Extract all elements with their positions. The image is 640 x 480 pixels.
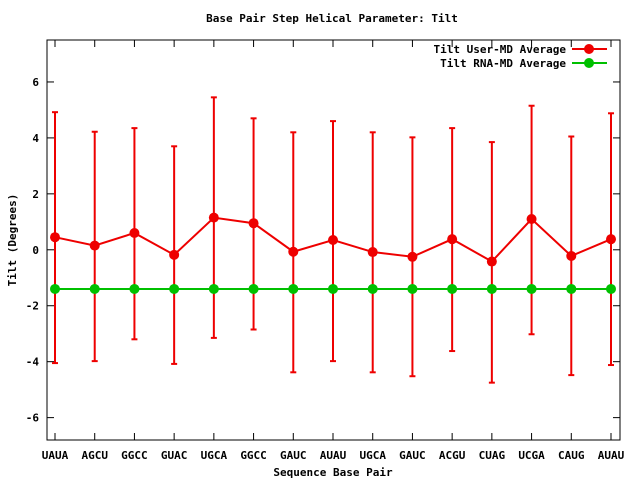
- data-point: [566, 250, 577, 261]
- data-point: [169, 249, 180, 260]
- series-1: [50, 96, 616, 384]
- x-tick-label: CUAG: [479, 449, 506, 462]
- y-tick-label: 6: [32, 76, 39, 89]
- chart-title: Base Pair Step Helical Parameter: Tilt: [206, 12, 458, 25]
- data-point: [328, 235, 338, 245]
- y-tick-label: 4: [32, 132, 39, 145]
- data-point: [248, 218, 259, 229]
- x-axis-label: Sequence Base Pair: [273, 466, 393, 479]
- data-point: [486, 256, 497, 267]
- data-point: [288, 246, 299, 257]
- data-point: [606, 234, 616, 245]
- legend-label: Tilt User-MD Average: [434, 43, 567, 56]
- series-2: [50, 283, 616, 294]
- data-point: [169, 283, 180, 294]
- x-tick-label: GGCC: [121, 449, 148, 462]
- x-tick-label: UGCA: [201, 449, 228, 462]
- data-point: [288, 283, 299, 294]
- x-tick-label: GAUC: [399, 449, 426, 462]
- data-point: [606, 283, 616, 294]
- data-point: [248, 283, 259, 294]
- data-point: [208, 212, 219, 223]
- data-point: [367, 247, 378, 258]
- x-tick-label: ACGU: [439, 449, 466, 462]
- y-axis-label: Tilt (Degrees): [6, 194, 19, 287]
- data-point: [407, 283, 418, 294]
- x-tick-label: GUAC: [161, 449, 188, 462]
- y-tick-label: 2: [32, 188, 39, 201]
- x-tick-label: UGCA: [359, 449, 386, 462]
- data-point: [50, 232, 60, 243]
- data-point: [367, 283, 378, 294]
- data-point: [447, 283, 458, 294]
- legend-swatch-marker: [584, 58, 594, 68]
- data-point: [129, 228, 140, 239]
- data-point: [526, 214, 537, 225]
- y-tick-label: -2: [26, 300, 39, 313]
- x-tick-label: AUAU: [320, 449, 347, 462]
- data-point: [566, 283, 577, 294]
- data-point: [526, 283, 537, 294]
- data-point: [89, 283, 100, 294]
- x-tick-label: CAUG: [558, 449, 585, 462]
- y-tick-label: -4: [26, 356, 40, 369]
- x-tick-label: AGCU: [81, 449, 108, 462]
- x-tick-label: UCGA: [518, 449, 545, 462]
- x-tick-label: GGCC: [240, 449, 267, 462]
- legend-swatch-marker: [584, 44, 594, 54]
- x-tick-label: GAUC: [280, 449, 307, 462]
- y-tick-label: -6: [26, 412, 40, 425]
- x-tick-label: UAUA: [42, 449, 69, 462]
- legend-label: Tilt RNA-MD Average: [440, 57, 566, 70]
- x-tick-label: AUAU: [598, 449, 625, 462]
- data-point: [129, 283, 140, 294]
- data-point: [50, 283, 60, 294]
- data-point: [328, 283, 338, 294]
- data-point: [486, 283, 497, 294]
- y-tick-label: 0: [32, 244, 39, 257]
- axes: -6 -4 -2 0 2 4 6 UAUA AGCU GGCC GUAC UGCA GGCC GAUC AU…: [26, 40, 625, 462]
- data-point: [208, 283, 219, 294]
- series-layer: [50, 96, 616, 384]
- data-point: [89, 240, 100, 251]
- data-point: [407, 251, 418, 262]
- data-point: [447, 234, 458, 245]
